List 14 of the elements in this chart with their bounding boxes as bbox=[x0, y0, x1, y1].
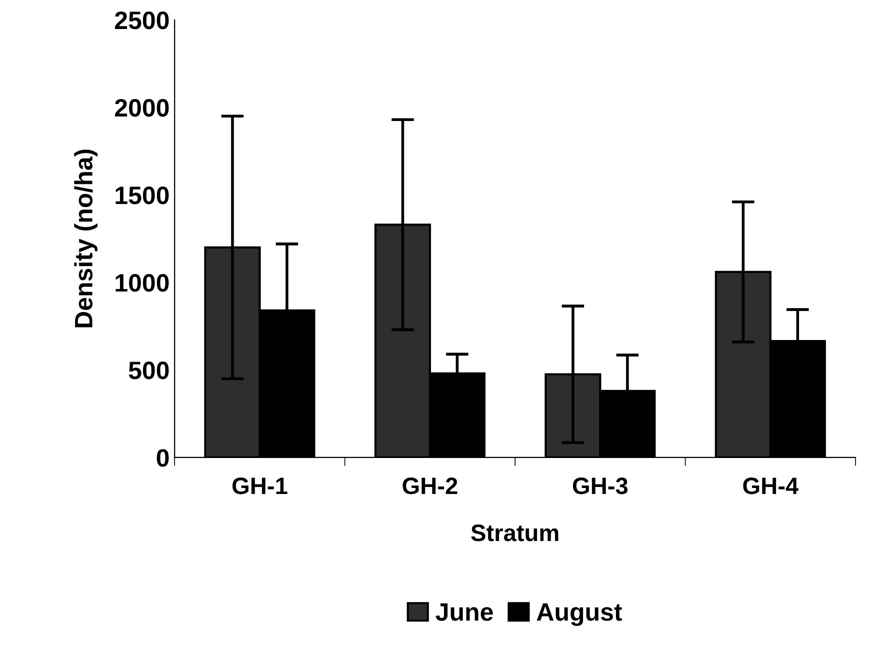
x-tick-label: GH-3 bbox=[572, 478, 628, 494]
y-tick-label: 500 bbox=[128, 362, 169, 380]
y-axis-title: Density (no/ha) bbox=[74, 150, 98, 328]
x-tick-label: GH-1 bbox=[232, 478, 288, 494]
legend-label: August bbox=[536, 603, 622, 626]
y-tick-label: 2000 bbox=[114, 99, 169, 117]
x-axis-title: Stratum bbox=[471, 524, 558, 542]
y-tick-label: 1500 bbox=[116, 186, 169, 204]
y-tick-label: 1000 bbox=[116, 274, 169, 292]
x-tick-label: GH-4 bbox=[743, 478, 798, 494]
y-tick-label: 2500 bbox=[114, 11, 169, 30]
x-tick-label: GH-2 bbox=[402, 478, 458, 494]
legend-label: June bbox=[436, 603, 493, 621]
y-tick-label: 0 bbox=[156, 449, 169, 467]
